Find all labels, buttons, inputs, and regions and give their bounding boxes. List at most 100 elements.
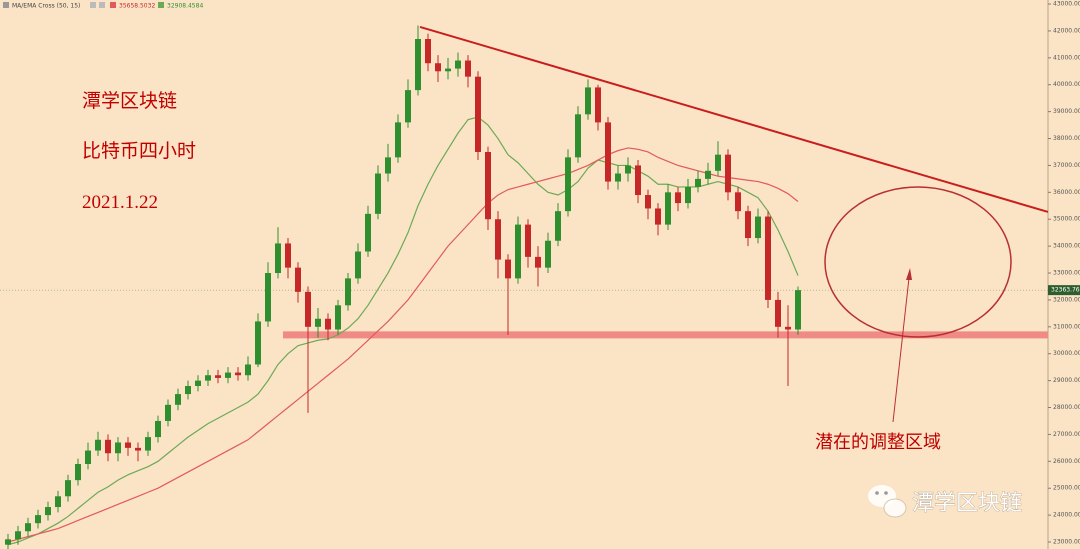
candle-body (425, 39, 431, 64)
candle-body (515, 224, 521, 279)
candle-body (35, 515, 41, 524)
y-tick-label: 42000.00 (1053, 27, 1080, 34)
candle-body (715, 154, 721, 171)
candle-body (115, 442, 121, 454)
candle-body (455, 60, 461, 69)
price-tag-label: 32363.76 (1051, 287, 1080, 294)
candle-body (595, 87, 601, 123)
watermark-icon (868, 485, 907, 518)
candle-body (5, 539, 11, 545)
candle-body (615, 173, 621, 182)
candle-body (565, 157, 571, 212)
annotation: 比特币四小时 (82, 140, 196, 162)
candle-body (585, 87, 591, 115)
candle-body (485, 151, 491, 220)
annotation: 潭学区块链 (82, 90, 177, 112)
candle-body (155, 420, 161, 438)
candle-body (575, 114, 581, 158)
candle-body (125, 442, 131, 448)
candle-body (395, 122, 401, 158)
y-tick-label: 37000.00 (1053, 162, 1080, 169)
candle-body (755, 216, 761, 239)
y-tick-label: 40000.00 (1053, 81, 1080, 88)
candle-body (85, 450, 91, 465)
candle-body (475, 76, 481, 152)
y-tick-label: 41000.00 (1053, 54, 1080, 61)
candle-body (545, 240, 551, 268)
candle-body (235, 372, 241, 376)
candle-body (325, 318, 331, 330)
candle-body (465, 60, 471, 77)
legend-value: 32908.4584 (167, 3, 203, 10)
candle-body (665, 192, 671, 225)
legend-icon (90, 2, 96, 8)
ma-line (7, 147, 799, 543)
y-tick-label: 30000.00 (1053, 350, 1080, 357)
y-tick-label: 38000.00 (1053, 135, 1080, 142)
candle-body (15, 531, 21, 540)
watermark: 潭学区块链 (912, 491, 1022, 516)
candle-body (405, 90, 411, 123)
y-tick-label: 33000.00 (1053, 270, 1080, 277)
y-tick-label: 25000.00 (1053, 485, 1080, 492)
candle-body (385, 157, 391, 174)
candle-body (205, 375, 211, 381)
arrow-line (892, 277, 910, 423)
legend-swatch (110, 2, 116, 8)
y-tick-label: 36000.00 (1053, 189, 1080, 196)
candle-body (645, 195, 651, 209)
candle-body (225, 372, 231, 378)
y-tick-label: 43000.00 (1053, 1, 1080, 8)
candle-body (675, 192, 681, 204)
candle-body (105, 439, 111, 454)
candle-body (215, 375, 221, 378)
candle-body (795, 290, 801, 330)
candle-body (165, 404, 171, 421)
annotation: 潜在的调整区域 (815, 432, 941, 452)
candle-body (375, 173, 381, 214)
trend-line (419, 25, 1049, 213)
candle-body (75, 464, 81, 481)
legend-swatch (158, 2, 164, 8)
candle-body (335, 305, 341, 330)
candle-body (605, 122, 611, 182)
candle-body (255, 321, 261, 365)
candle-body (725, 154, 731, 193)
candle-body (435, 63, 441, 72)
arrow-head (906, 268, 912, 280)
candle-body (655, 208, 661, 225)
legend-icon (3, 2, 9, 8)
candle-body (295, 267, 301, 292)
candle-body (785, 326, 791, 330)
candle-body (685, 186, 691, 204)
y-tick-label: 35000.00 (1053, 216, 1080, 223)
candle-body (735, 192, 741, 212)
candle-body (265, 273, 271, 322)
y-tick-label: 32000.00 (1053, 296, 1080, 303)
candle-body (555, 211, 561, 241)
candle-body (635, 165, 641, 196)
candle-body (345, 278, 351, 306)
y-tick-label: 31000.00 (1053, 323, 1080, 330)
candle-body (445, 68, 451, 72)
candle-body (175, 394, 181, 405)
annotation: 2021.1.22 (82, 192, 158, 213)
candle-body (495, 219, 501, 260)
candle-body (195, 380, 201, 386)
candle-body (145, 437, 151, 451)
candle-body (365, 213, 371, 252)
legend-title: MA/EMA Cross (50, 15) (12, 3, 80, 10)
candle-body (315, 318, 321, 327)
candle-body (695, 178, 701, 187)
y-tick-label: 23000.00 (1053, 539, 1080, 546)
candle-body (185, 385, 191, 395)
y-tick-label: 26000.00 (1053, 458, 1080, 465)
candle-body (505, 259, 511, 279)
ma-line (7, 116, 799, 546)
y-tick-label: 24000.00 (1053, 512, 1080, 519)
y-tick-label: 28000.00 (1053, 404, 1080, 411)
candle-body (625, 165, 631, 174)
candle-body (275, 243, 281, 274)
candle-body (705, 170, 711, 179)
